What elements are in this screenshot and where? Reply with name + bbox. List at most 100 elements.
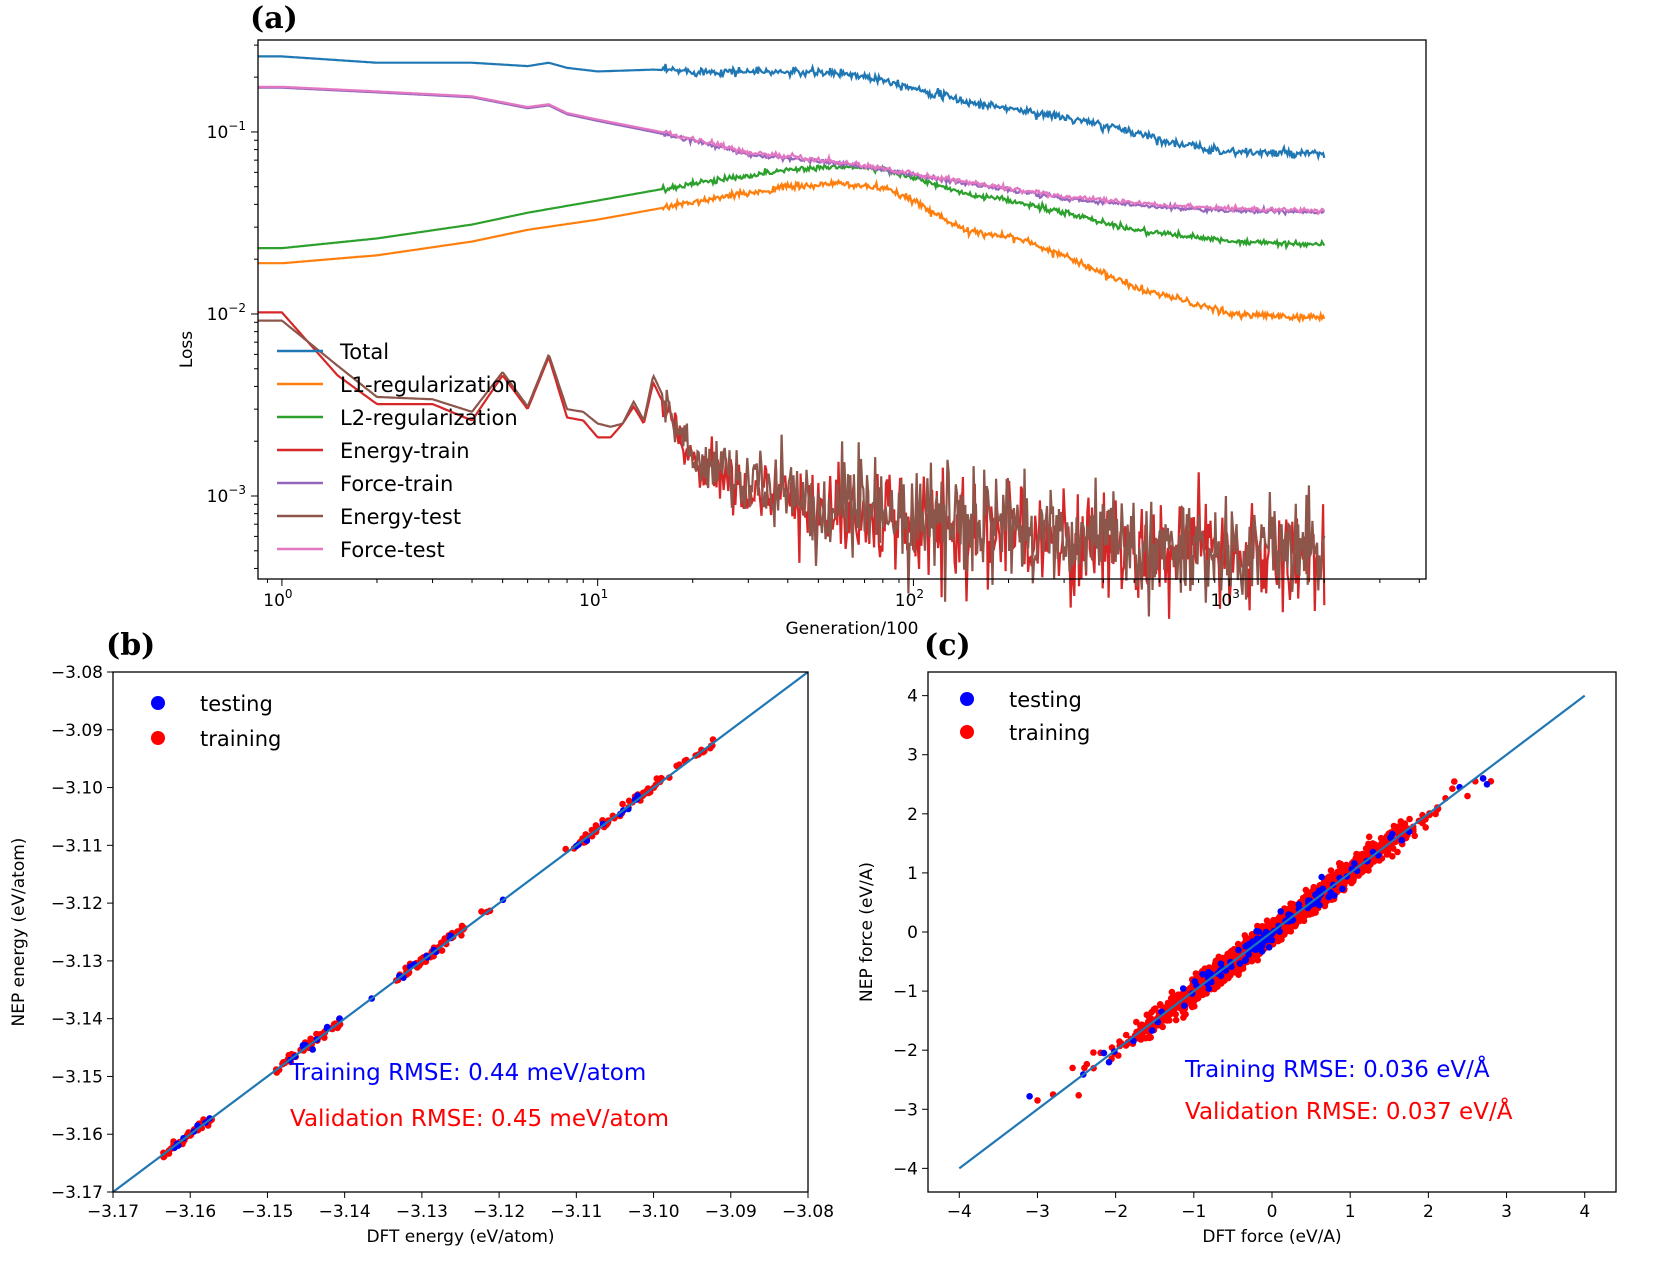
y-tick-label: −3.09 (51, 721, 103, 741)
legend: testing training (151, 692, 281, 751)
data-point (1156, 1001, 1164, 1008)
tick-base: 10 (207, 487, 229, 507)
data-point (1327, 867, 1335, 874)
x-tick-label: −3.12 (473, 1202, 525, 1222)
data-point (1245, 951, 1252, 958)
data-point (1464, 792, 1471, 800)
panel-c-label: (c) (924, 628, 971, 663)
data-point (1164, 999, 1172, 1007)
legend-label-force-test: Force-test (340, 538, 445, 562)
data-point (438, 947, 446, 954)
data-point (1081, 1064, 1088, 1072)
data-point (1318, 873, 1325, 881)
data-point (307, 1035, 314, 1043)
data-point (1236, 960, 1244, 967)
loss-y-tick-label: 10−2 (207, 301, 246, 325)
data-point (1268, 936, 1276, 944)
loss-axes-frame (257, 39, 1427, 580)
legend-label-l2-regularization: L2-regularization (340, 406, 518, 430)
x-tick-label: −3.14 (319, 1202, 371, 1222)
loss-plot-area (258, 55, 1326, 619)
data-point (1275, 937, 1282, 945)
data-point (1205, 985, 1213, 992)
tick-exponent: −2 (228, 301, 246, 315)
tick-exponent: 3 (1232, 587, 1240, 601)
loss-line-l2-regularization (258, 162, 1326, 251)
legend-marker-training (151, 731, 165, 745)
loss-line-l1-regularization (258, 177, 1326, 324)
data-point (1075, 1092, 1082, 1099)
force-parity-chart: −4 −3 −2 −1 0 1 2 3 4 −4 −3 −2 −1 0 1 2 3 4 DFT force (eV/… (857, 671, 1617, 1247)
data-point (1169, 994, 1176, 1001)
y-tick-label: −3.11 (51, 836, 103, 856)
x-tick-label: −3 (1025, 1202, 1050, 1222)
loss-x-tick-label: 101 (579, 587, 608, 611)
data-point (1258, 948, 1266, 955)
y-tick-label: −3.17 (51, 1183, 103, 1203)
legend-label-total: Total (339, 340, 389, 364)
data-point (1349, 873, 1356, 880)
data-point (1331, 892, 1338, 899)
data-point (1383, 847, 1390, 854)
tick-base: 10 (1211, 591, 1233, 611)
data-point (1242, 956, 1250, 963)
data-point (1172, 1016, 1180, 1024)
x-tick-label: 4 (1579, 1202, 1590, 1222)
energy-parity-chart: −3.17 −3.16 −3.15 −3.14 −3.13 −3.12 −3.11 −3.10… (9, 663, 834, 1247)
x-tick-label: −3.08 (782, 1202, 834, 1222)
data-point (1389, 853, 1396, 860)
x-axis-label: DFT energy (eV/atom) (366, 1227, 554, 1247)
y-tick-label: 2 (907, 805, 918, 825)
legend-marker-testing (960, 692, 974, 706)
data-point (1449, 785, 1456, 792)
x-tick-label: −3.16 (164, 1202, 216, 1222)
data-point (309, 1046, 317, 1053)
data-point (1228, 947, 1235, 955)
loss-legend: Total L1-regularization L2-regularization E… (277, 340, 518, 562)
data-point (1181, 1002, 1188, 1009)
y-tick-label: −1 (893, 982, 918, 1002)
tick-base: 10 (207, 305, 229, 325)
legend-label-force-train: Force-train (340, 472, 453, 496)
data-point (1133, 1018, 1140, 1026)
data-point (1249, 938, 1256, 945)
y-tick-label: −3.14 (51, 1010, 103, 1030)
data-point (1254, 952, 1261, 959)
data-point (1217, 972, 1225, 980)
data-point (1365, 840, 1372, 848)
y-axis-label: NEP force (eV/A) (857, 862, 877, 1002)
data-point (1348, 879, 1355, 887)
parity-diagonal-line (113, 672, 808, 1192)
y-tick-label: −3 (893, 1100, 918, 1120)
x-tick-label: −4 (947, 1202, 972, 1222)
data-point (1254, 956, 1261, 964)
data-point (478, 908, 485, 915)
data-point (1285, 911, 1292, 918)
data-point (1381, 837, 1388, 844)
x-tick-label: 3 (1501, 1202, 1512, 1222)
loss-line-force-test (258, 85, 1326, 216)
data-point (1236, 967, 1243, 975)
legend-label-energy-train: Energy-train (340, 439, 470, 463)
data-point (1130, 1037, 1137, 1045)
legend-label-l1-regularization: L1-regularization (340, 373, 518, 397)
tick-base: 10 (207, 123, 229, 143)
data-point (1321, 880, 1329, 887)
data-point (625, 797, 633, 805)
data-point (1483, 781, 1491, 788)
legend: testing training (960, 688, 1090, 745)
data-point (1217, 960, 1225, 967)
data-point (1180, 1014, 1187, 1021)
loss-x-axis-label: Generation/100 (785, 619, 918, 639)
x-tick-label: −3.10 (628, 1202, 680, 1222)
tick-exponent: 0 (285, 587, 293, 601)
x-axis-label: DFT force (eV/A) (1202, 1227, 1341, 1247)
data-point (1034, 1097, 1041, 1104)
data-point (1398, 836, 1406, 844)
x-tick-label: −3.15 (241, 1202, 293, 1222)
data-point (1316, 901, 1323, 909)
axes-frame (112, 671, 809, 1193)
data-point (1351, 860, 1358, 867)
legend-label-testing: testing (1009, 688, 1082, 712)
